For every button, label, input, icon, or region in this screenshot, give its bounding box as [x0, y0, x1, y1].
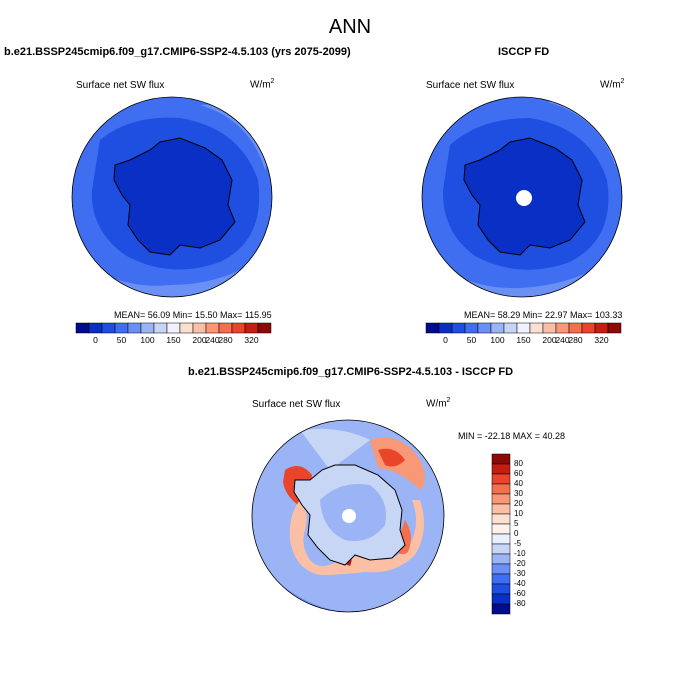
colorbar-tick-label: -30 [514, 569, 526, 578]
panel-1-variable-label: Surface net SW flux [76, 80, 165, 91]
colorbar-tick-label: 320 [244, 335, 259, 345]
colorbar-swatch [491, 523, 511, 535]
panel-3-title: b.e21.BSSP245cmip6.f09_g17.CMIP6-SSP2-4.… [188, 366, 514, 378]
colorbar-swatch [491, 543, 511, 555]
colorbar-tick-label: 320 [594, 335, 609, 345]
panel-2-title: ISCCP FD [498, 46, 550, 58]
panel-2-units: W/m2 [600, 78, 625, 91]
colorbar-tick-label: 10 [514, 509, 523, 518]
colorbar-swatch [491, 563, 511, 575]
colorbar-swatch [491, 553, 511, 565]
colorbar-swatch [257, 322, 272, 334]
colorbar-tick-label: 20 [514, 499, 523, 508]
colorbar-swatch [491, 513, 511, 525]
colorbar-swatch [491, 473, 511, 485]
colorbar-3 [491, 453, 511, 615]
panel-2-stats: MEAN= 58.29 Min= 22.97 Max= 103.33 [464, 310, 623, 320]
colorbar-tick-label: 50 [466, 335, 477, 345]
colorbar-swatch [491, 603, 511, 615]
colorbar-2 [425, 322, 622, 334]
colorbar-swatch [491, 583, 511, 595]
colorbar-1-swatches [75, 322, 272, 334]
colorbar-tick-label: -5 [514, 539, 522, 548]
colorbar-tick-label: 0 [93, 335, 98, 345]
colorbar-tick-label: 150 [166, 335, 181, 345]
panel-3-stats: MIN = -22.18 MAX = 40.28 [458, 431, 566, 441]
panel-1-stats: MEAN= 56.09 Min= 15.50 Max= 115.95 [114, 310, 272, 320]
colorbar-tick-label: 240 [555, 335, 570, 345]
panel-3-units: W/m2 [426, 397, 451, 410]
colorbar-swatch [491, 463, 511, 475]
colorbar-2-swatches [425, 322, 622, 334]
colorbar-swatch [491, 573, 511, 585]
colorbar-tick-label: 150 [516, 335, 531, 345]
colorbar-tick-label: 0 [443, 335, 448, 345]
colorbar-swatch [491, 493, 511, 505]
colorbar-tick-label: 80 [514, 459, 523, 468]
panel-2-variable-label: Surface net SW flux [426, 80, 515, 91]
colorbar-tick-label: 40 [514, 479, 523, 488]
colorbar-tick-label: 100 [490, 335, 505, 345]
colorbar-tick-label: 0 [514, 529, 519, 538]
colorbar-tick-label: 5 [514, 519, 519, 528]
colorbar-tick-label: 100 [140, 335, 155, 345]
colorbar-tick-label: 60 [514, 469, 523, 478]
colorbar-tick-label: -40 [514, 579, 526, 588]
colorbar-3-swatches [491, 453, 511, 615]
colorbar-swatch [491, 453, 511, 465]
panel-3-variable-label: Surface net SW flux [252, 399, 341, 410]
colorbar-swatch [491, 533, 511, 545]
colorbar-tick-label: 200 [192, 335, 207, 345]
colorbar-tick-label: 200 [542, 335, 557, 345]
colorbar-tick-label: -60 [514, 589, 526, 598]
colorbar-tick-label: 30 [514, 489, 523, 498]
panel-1-units: W/m2 [250, 78, 275, 91]
colorbar-tick-label: 280 [568, 335, 583, 345]
colorbar-tick-label: -20 [514, 559, 526, 568]
colorbar-tick-label: -10 [514, 549, 526, 558]
colorbar-swatch [491, 483, 511, 495]
main-title: ANN [328, 16, 372, 38]
colorbar-swatch [607, 322, 622, 334]
colorbar-tick-label: 240 [205, 335, 220, 345]
colorbar-tick-label: 50 [116, 335, 127, 345]
colorbar-swatch [491, 593, 511, 605]
colorbar-tick-label: -80 [514, 599, 526, 608]
colorbar-tick-label: 280 [218, 335, 233, 345]
colorbar-1 [75, 322, 272, 334]
panel-1-title: b.e21.BSSP245cmip6.f09_g17.CMIP6-SSP2-4.… [4, 46, 351, 58]
colorbar-swatch [491, 503, 511, 515]
